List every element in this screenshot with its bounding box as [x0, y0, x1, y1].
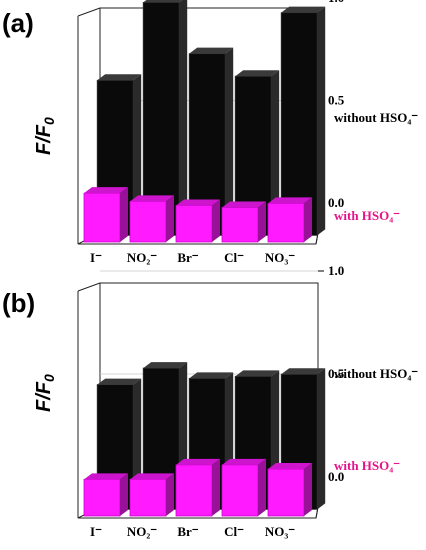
bar-top [84, 187, 128, 194]
y-tick-label: 0.0 [328, 195, 344, 210]
bar-with-hso4 [83, 187, 128, 243]
bar-top [97, 74, 142, 81]
bar-top [176, 199, 220, 206]
x-tick-label: NO₂⁻ [127, 250, 157, 265]
bar-with-hso4 [267, 463, 312, 517]
frame-top-edge [77, 282, 101, 292]
x-tick-label: I⁻ [90, 250, 102, 265]
bar-side [120, 473, 128, 516]
bar-top [143, 362, 188, 369]
y-axis-label: F/F0 [33, 374, 57, 412]
bar-side [179, 0, 188, 236]
series-label-without: without HSO₄⁻ [334, 366, 418, 381]
bar-top [143, 0, 183, 3]
series-label-with: with HSO₄⁻ [334, 208, 400, 223]
y-tick-label: 0.5 [328, 366, 345, 381]
panel-label: (a) [2, 8, 34, 38]
bar-side [120, 187, 128, 242]
bar-top [130, 195, 174, 202]
bar-top [235, 370, 280, 377]
y-tick-label: 1.0 [328, 263, 344, 278]
bar-top [281, 6, 326, 13]
series-label-with: with HSO₄⁻ [334, 458, 400, 473]
panel-label: (b) [2, 288, 35, 318]
bar-side [317, 368, 326, 510]
x-tick-label: Br⁻ [177, 524, 198, 539]
x-tick-label: Br⁻ [177, 250, 198, 265]
bar-side [166, 195, 174, 242]
bar-side [258, 201, 266, 242]
bar-top [189, 47, 234, 54]
bar-front [267, 202, 305, 243]
bar-front [129, 200, 167, 243]
bar-front [83, 192, 121, 243]
bar-with-hso4 [83, 473, 128, 517]
bar-top [189, 372, 234, 379]
y-tick-label: 0.0 [328, 469, 344, 484]
bar-front [221, 207, 259, 243]
x-tick-label: Cl⁻ [224, 524, 244, 539]
bar-front [267, 468, 305, 517]
bar-side [225, 47, 234, 236]
bar-top [268, 197, 312, 204]
bar-top [84, 473, 128, 480]
bar-side [317, 6, 326, 236]
series-label-without: without HSO₄⁻ [334, 110, 418, 125]
bar-side [133, 74, 142, 236]
bar-front [83, 478, 121, 517]
bar-top [281, 368, 326, 375]
bar-with-hso4 [267, 197, 312, 243]
x-tick-label: Cl⁻ [224, 250, 244, 265]
x-tick-label: NO₃⁻ [265, 250, 295, 265]
bar-side [212, 199, 220, 242]
bar-top [268, 463, 312, 470]
frame-top-edge [77, 7, 101, 17]
bar-side [304, 197, 312, 242]
x-tick-label: I⁻ [90, 524, 102, 539]
bar-front [175, 205, 213, 243]
x-tick-label: NO₂⁻ [127, 524, 157, 539]
y-tick-label: 0.5 [328, 93, 345, 108]
bar-side [166, 473, 174, 516]
x-tick-label: NO₃⁻ [265, 524, 295, 539]
bar-with-hso4 [221, 458, 266, 517]
bar-top [235, 70, 280, 77]
bar-with-hso4 [175, 458, 220, 517]
bar-side [212, 458, 220, 516]
bar-top [222, 458, 266, 465]
bar-with-hso4 [129, 473, 174, 517]
bar-with-hso4 [221, 201, 266, 243]
y-tick-label: 1.0 [328, 0, 344, 5]
bar-front [129, 478, 167, 517]
bar-front [221, 464, 259, 517]
bar-top [97, 378, 142, 385]
bar-top [222, 201, 266, 208]
bar-top [130, 473, 174, 480]
bar-side [271, 70, 280, 236]
bar-side [304, 463, 312, 516]
y-axis-label: F/F0 [33, 117, 57, 155]
bar-with-hso4 [175, 199, 220, 243]
bar-front [175, 464, 213, 517]
bar-with-hso4 [129, 195, 174, 243]
bar-top [176, 458, 220, 465]
bar-side [258, 458, 266, 516]
